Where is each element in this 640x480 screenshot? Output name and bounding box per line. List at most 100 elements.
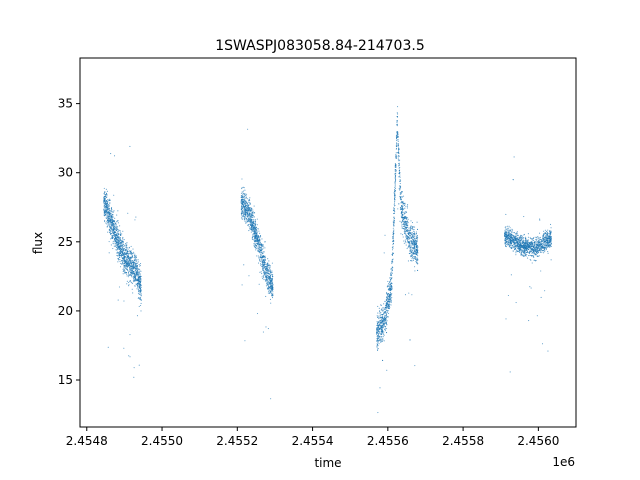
data-point xyxy=(376,338,378,340)
data-point xyxy=(413,248,415,250)
data-point xyxy=(407,246,409,248)
data-point xyxy=(109,219,112,222)
data-point xyxy=(271,295,273,297)
data-point xyxy=(403,208,405,210)
data-point xyxy=(270,398,272,400)
data-point xyxy=(380,341,382,343)
data-point xyxy=(241,199,243,201)
data-point xyxy=(376,329,378,331)
data-point xyxy=(110,230,112,232)
data-point xyxy=(405,221,407,223)
data-point xyxy=(140,279,142,281)
data-point xyxy=(129,145,131,148)
data-point xyxy=(398,160,400,162)
data-point xyxy=(252,220,254,222)
data-point xyxy=(391,289,393,291)
data-point xyxy=(395,136,397,138)
data-point xyxy=(140,302,142,305)
data-point xyxy=(256,243,258,245)
data-point xyxy=(121,247,124,249)
data-point xyxy=(415,253,417,255)
data-point xyxy=(397,106,399,108)
data-point xyxy=(136,315,138,317)
data-point xyxy=(377,312,379,314)
data-point xyxy=(119,237,121,239)
data-point xyxy=(516,241,518,243)
data-point xyxy=(250,209,252,211)
data-point xyxy=(110,244,112,246)
data-point xyxy=(124,243,127,245)
data-point xyxy=(118,248,121,250)
data-point xyxy=(254,219,256,221)
data-point xyxy=(390,287,392,289)
data-point xyxy=(411,225,413,228)
data-point xyxy=(244,220,246,222)
data-point xyxy=(131,272,133,274)
data-point xyxy=(390,298,392,300)
data-point xyxy=(515,232,517,234)
data-point xyxy=(138,264,140,266)
data-point xyxy=(116,231,118,233)
data-point xyxy=(384,328,386,330)
data-point xyxy=(262,246,264,248)
data-point xyxy=(382,314,384,316)
data-point xyxy=(262,278,264,280)
data-point xyxy=(111,217,113,219)
data-point xyxy=(397,208,399,210)
data-point xyxy=(112,232,114,234)
data-point xyxy=(138,269,140,271)
data-point xyxy=(260,244,263,246)
data-point xyxy=(378,331,380,333)
data-point xyxy=(417,237,419,239)
data-point xyxy=(253,230,255,232)
data-point xyxy=(386,304,388,306)
chart-title: 1SWASPJ083058.84-214703.5 xyxy=(215,38,424,54)
data-point xyxy=(123,249,125,251)
data-point xyxy=(117,257,120,259)
data-point xyxy=(117,231,119,233)
data-point xyxy=(391,287,393,289)
data-point xyxy=(382,308,384,310)
data-point xyxy=(138,271,140,273)
data-point xyxy=(116,241,118,243)
data-point xyxy=(406,205,409,207)
data-point xyxy=(134,275,136,278)
data-point xyxy=(265,273,267,275)
data-point xyxy=(272,275,274,278)
data-point xyxy=(393,212,395,214)
data-point xyxy=(416,258,418,260)
data-point xyxy=(252,222,254,224)
data-point xyxy=(382,327,384,329)
data-point xyxy=(536,236,538,238)
data-point xyxy=(108,204,110,206)
data-point xyxy=(131,260,134,262)
data-point xyxy=(129,270,131,272)
data-point xyxy=(119,253,121,255)
data-point xyxy=(251,222,253,224)
data-point xyxy=(404,203,406,205)
data-point xyxy=(504,245,507,247)
data-point xyxy=(416,260,418,262)
data-point xyxy=(248,226,250,228)
data-point xyxy=(389,301,391,303)
data-point xyxy=(254,233,257,235)
data-point xyxy=(537,251,539,253)
data-point xyxy=(414,234,416,236)
data-point xyxy=(382,323,385,325)
data-point xyxy=(397,134,399,136)
data-point xyxy=(126,275,128,277)
data-point xyxy=(137,259,139,261)
data-point xyxy=(129,269,131,271)
data-point xyxy=(409,241,411,243)
data-point xyxy=(381,340,383,343)
data-point xyxy=(384,311,386,313)
data-point xyxy=(381,308,383,310)
data-point xyxy=(413,240,415,242)
data-point xyxy=(407,233,409,235)
data-point xyxy=(389,294,391,296)
data-point xyxy=(261,256,264,259)
data-point xyxy=(252,228,254,230)
data-point xyxy=(519,249,521,251)
data-point xyxy=(115,240,117,242)
data-point xyxy=(540,250,542,252)
